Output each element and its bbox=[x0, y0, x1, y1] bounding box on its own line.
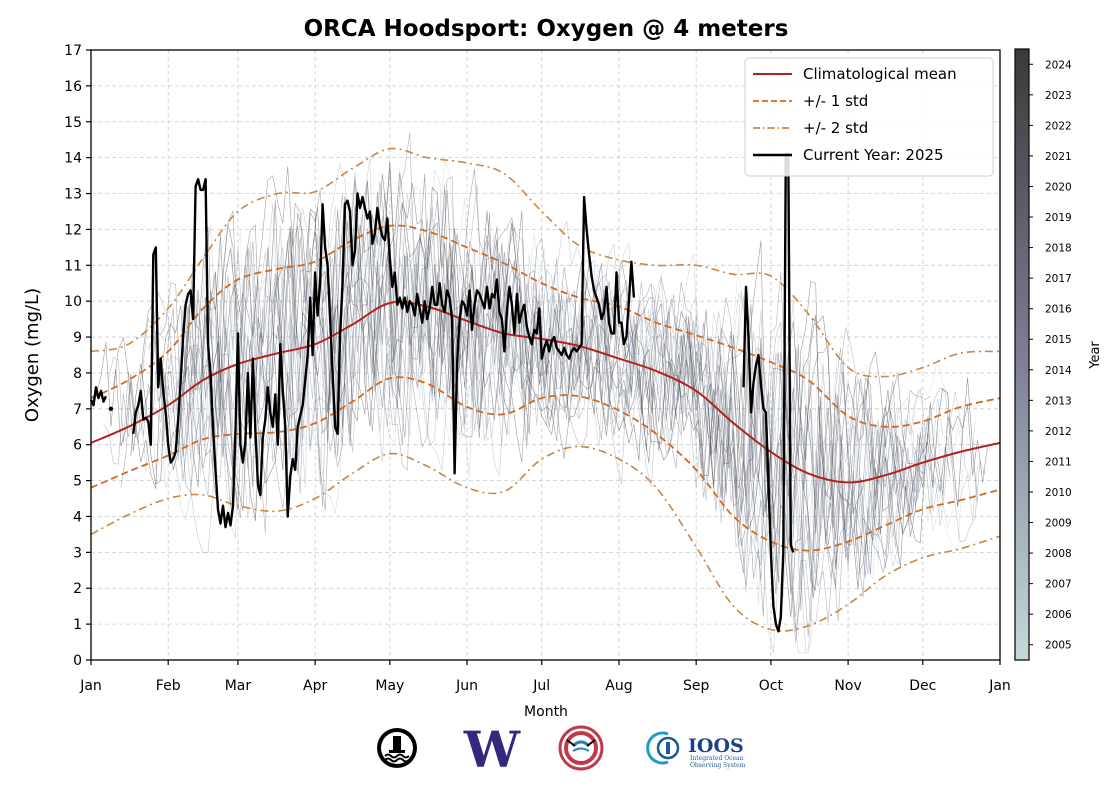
y-tick-label: 6 bbox=[73, 438, 82, 454]
legend-box bbox=[744, 57, 994, 177]
colorbar-tick-label: 2023 bbox=[1045, 90, 1072, 102]
y-tick-label: 13 bbox=[64, 187, 82, 203]
y-tick-label: 15 bbox=[64, 115, 82, 131]
colorbar-tick-label: 2019 bbox=[1045, 212, 1072, 224]
x-axis: Jan Feb Mar Apr May Jun Jul Aug Sep Oct Nov Dec Jan bbox=[79, 660, 1011, 694]
historical-trace-2021 bbox=[113, 183, 921, 570]
plot-frame bbox=[90, 49, 1001, 661]
colorbar-tick-label: 2007 bbox=[1045, 579, 1072, 591]
x-tick-label: Feb bbox=[156, 678, 181, 694]
colorbar-tick-label: 2014 bbox=[1045, 365, 1072, 377]
series-lines bbox=[89, 147, 1001, 633]
plus-2-std-line bbox=[90, 147, 1001, 378]
colorbar-tick-label: 2024 bbox=[1045, 59, 1072, 71]
x-axis-title: Month bbox=[524, 704, 568, 720]
colorbar-tick-label: 2021 bbox=[1045, 151, 1072, 163]
x-tick-label: Jan bbox=[79, 678, 102, 694]
nanoos-buoy-logo bbox=[377, 728, 417, 768]
ioos-logo: IOOS Integrated Ocean Observing System bbox=[646, 731, 746, 769]
minus-2-std-line bbox=[90, 445, 1001, 632]
current-year-line-segment-2 bbox=[132, 178, 636, 529]
historical-trace-2017 bbox=[177, 223, 931, 632]
legend: Climatological mean +/- 1 std +/- 2 std … bbox=[744, 57, 994, 177]
y-tick-label: 10 bbox=[64, 294, 82, 310]
colorbar-tick-label: 2018 bbox=[1045, 243, 1072, 255]
historical-trace-2024 bbox=[130, 161, 978, 590]
y-tick-label: 17 bbox=[64, 43, 82, 59]
current-year-line-segment-3 bbox=[742, 152, 795, 633]
y-axis-title: Oxygen (mg/L) bbox=[22, 288, 43, 422]
historical-trace-2016 bbox=[148, 176, 931, 644]
colorbar-tick-label: 2011 bbox=[1045, 456, 1072, 468]
y-tick-label: 7 bbox=[73, 402, 82, 418]
tribal-logo bbox=[558, 725, 604, 771]
svg-text:W: W bbox=[463, 722, 521, 776]
svg-text:Integrated Ocean: Integrated Ocean bbox=[690, 755, 744, 762]
legend-label-2std: +/- 2 std bbox=[803, 119, 868, 137]
y-tick-label: 0 bbox=[73, 653, 82, 669]
y-tick-label: 2 bbox=[73, 581, 82, 597]
colorbar-gradient bbox=[1014, 48, 1030, 661]
legend-label-1std: +/- 1 std bbox=[803, 92, 868, 110]
y-tick-label: 14 bbox=[64, 151, 82, 167]
y-tick-label: 1 bbox=[73, 617, 82, 633]
historical-trace-2011 bbox=[155, 172, 948, 591]
colorbar-tick-label: 2005 bbox=[1045, 640, 1072, 652]
svg-text:IOOS: IOOS bbox=[688, 735, 744, 757]
chart-title: ORCA Hoodsport: Oxygen @ 4 meters bbox=[304, 16, 789, 42]
colorbar-tick-label: 2012 bbox=[1045, 426, 1072, 438]
historical-trace-2015 bbox=[185, 132, 924, 637]
colorbar-tick-label: 2020 bbox=[1045, 181, 1072, 193]
minus-1-std-line bbox=[90, 376, 1001, 552]
x-tick-label: Aug bbox=[605, 678, 632, 694]
x-tick-label: Jun bbox=[455, 678, 478, 694]
x-tick-label: Sep bbox=[683, 678, 710, 694]
colorbar-tick-label: 2022 bbox=[1045, 120, 1072, 132]
colorbar-tick-label: 2015 bbox=[1045, 334, 1072, 346]
x-tick-label: Apr bbox=[303, 678, 327, 694]
colorbar-title: Year bbox=[1088, 341, 1103, 370]
colorbar-tick-label: 2016 bbox=[1045, 304, 1072, 316]
historical-trace-2005 bbox=[155, 207, 968, 576]
y-tick-label: 8 bbox=[73, 366, 82, 382]
colorbar-tick-label: 2010 bbox=[1045, 487, 1072, 499]
colorbar-tick-label: 2008 bbox=[1045, 548, 1072, 560]
colorbar-tick-label: 2006 bbox=[1045, 609, 1072, 621]
plus-1-std-line bbox=[90, 224, 1001, 428]
colorbar: 2005 2006 2007 2008 2009 2010 2011 2012 2013 2014… bbox=[1014, 48, 1103, 661]
colorbar-tick-label: 2009 bbox=[1045, 518, 1072, 530]
historical-trace-2023 bbox=[158, 174, 951, 618]
historical-year-traces bbox=[90, 132, 988, 654]
y-tick-label: 16 bbox=[64, 79, 82, 95]
historical-trace-2008 bbox=[135, 169, 943, 571]
y-tick-label: 12 bbox=[64, 222, 82, 238]
current-year-point bbox=[108, 406, 114, 412]
colorbar-ticks: 2005 2006 2007 2008 2009 2010 2011 2012 2013 2014… bbox=[1029, 59, 1072, 652]
colorbar-tick-label: 2013 bbox=[1045, 395, 1072, 407]
x-tick-label: Jan bbox=[988, 678, 1011, 694]
x-tick-label: Mar bbox=[225, 678, 252, 694]
y-tick-label: 11 bbox=[64, 258, 82, 274]
y-tick-label: 3 bbox=[73, 545, 82, 561]
historical-trace-2012 bbox=[182, 183, 926, 625]
x-tick-label: Nov bbox=[834, 678, 861, 694]
y-tick-label: 9 bbox=[73, 330, 82, 346]
legend-label-mean: Climatological mean bbox=[803, 65, 957, 83]
x-tick-label: Oct bbox=[759, 678, 784, 694]
uw-logo: W bbox=[463, 720, 521, 779]
current-year-line-segment-0 bbox=[89, 386, 107, 407]
y-tick-label: 5 bbox=[73, 474, 82, 490]
svg-text:Observing System: Observing System bbox=[690, 762, 746, 769]
partner-logos: W IOOS Integrated Ocean Observing System bbox=[0, 720, 1120, 779]
legend-label-current: Current Year: 2025 bbox=[803, 146, 944, 164]
y-tick-label: 4 bbox=[73, 509, 82, 525]
x-tick-label: May bbox=[375, 678, 404, 694]
x-tick-label: Jul bbox=[532, 678, 550, 694]
x-tick-label: Dec bbox=[909, 678, 936, 694]
colorbar-tick-label: 2017 bbox=[1045, 273, 1072, 285]
